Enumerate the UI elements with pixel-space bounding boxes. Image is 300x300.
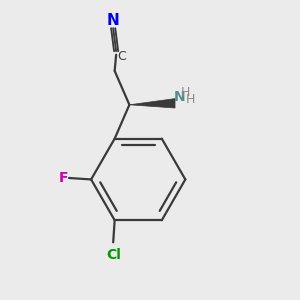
Text: C: C (117, 50, 126, 63)
Text: H: H (186, 93, 195, 106)
Polygon shape (129, 99, 175, 108)
Text: N: N (107, 13, 120, 28)
Text: Cl: Cl (106, 248, 121, 262)
Text: H: H (181, 85, 190, 99)
Text: F: F (59, 171, 68, 185)
Text: N: N (174, 90, 185, 104)
